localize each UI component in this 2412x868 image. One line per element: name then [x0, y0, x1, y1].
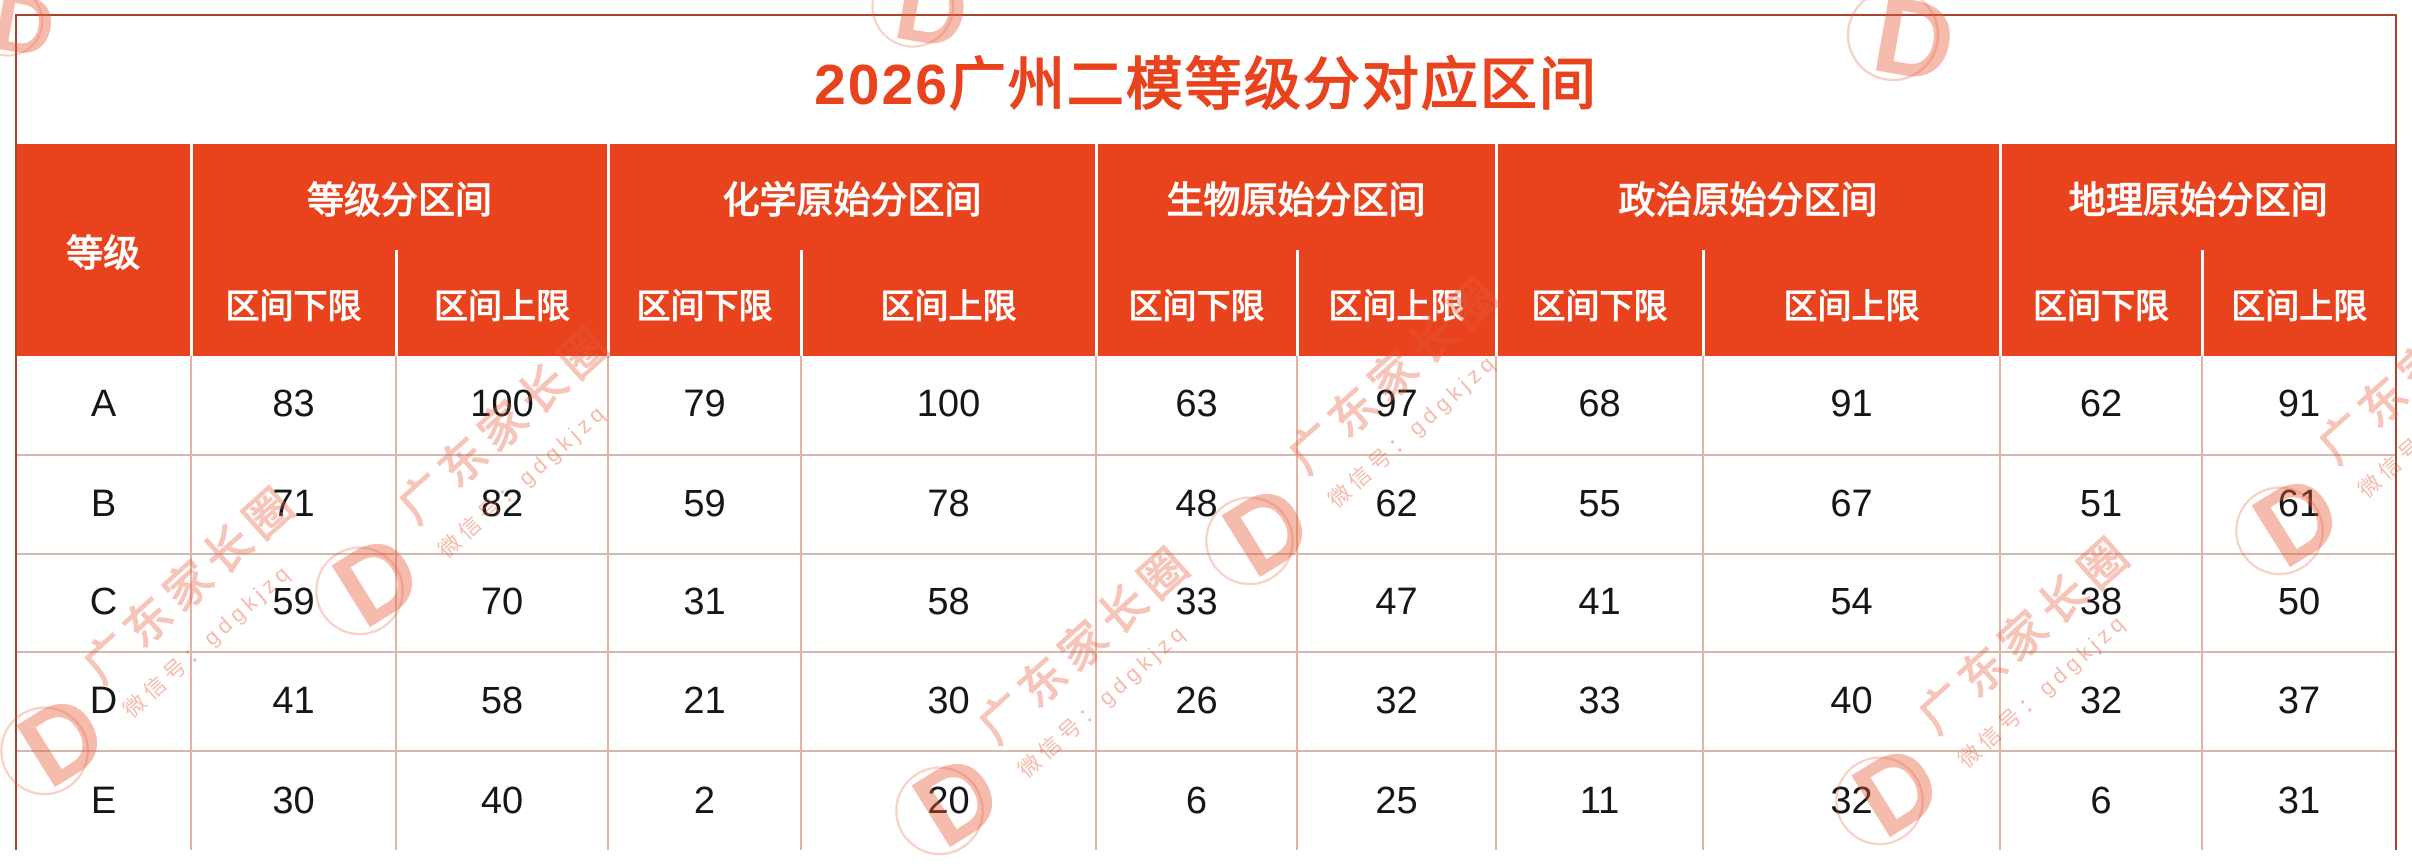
table-row-grade-b: B 71 82 59 78 48 62 55 67 51 61 [17, 453, 2395, 554]
grade-label: B [17, 453, 191, 554]
cell-value: 51 [1999, 453, 2202, 554]
cell-value: 37 [2201, 651, 2395, 752]
cell-value: 62 [1999, 356, 2202, 455]
subheader-upper: 区间上限 [799, 250, 1096, 356]
cell-value: 30 [800, 651, 1096, 752]
subheader-lower: 区间下限 [1094, 250, 1297, 356]
header-sub-row: 区间下限 区间上限 区间下限 区间上限 区间下限 区间上限 区间下限 区间上限 … [17, 250, 2395, 356]
cell-value: 67 [1702, 453, 2000, 554]
cell-value: 100 [395, 356, 608, 455]
grade-label: E [17, 750, 191, 850]
cell-value: 40 [395, 750, 608, 850]
cell-value: 62 [1296, 453, 1496, 554]
grade-label: A [17, 356, 191, 455]
cell-value: 91 [2201, 356, 2395, 455]
header-group-row: 等级 等级分区间 化学原始分区间 生物原始分区间 政治原始分区间 地理原始分区间 [17, 144, 2395, 356]
content-frame: 2026广州二模等级分对应区间 等级 等级分区间 化学原始分区间 生物原始分区间… [15, 14, 2397, 850]
cell-value: 6 [1095, 750, 1297, 850]
subheader-upper: 区间上限 [394, 250, 608, 356]
cell-value: 83 [190, 356, 396, 455]
cell-value: 6 [1999, 750, 2202, 850]
cell-value: 31 [607, 552, 801, 653]
cell-value: 2 [607, 750, 801, 850]
cell-value: 59 [607, 453, 801, 554]
cell-value: 97 [1296, 356, 1496, 455]
cell-value: 32 [1296, 651, 1496, 752]
cell-value: 41 [190, 651, 396, 752]
cell-value: 26 [1095, 651, 1297, 752]
cell-value: 70 [395, 552, 608, 653]
cell-value: 55 [1495, 453, 1703, 554]
table-row-grade-c: C 59 70 31 58 33 47 41 54 38 50 [17, 552, 2395, 653]
cell-value: 91 [1702, 356, 2000, 455]
grade-score-table: 等级 等级分区间 化学原始分区间 生物原始分区间 政治原始分区间 地理原始分区间… [17, 144, 2395, 850]
title-band: 2026广州二模等级分对应区间 [17, 16, 2395, 144]
subheader-lower: 区间下限 [606, 250, 801, 356]
header-group-biology: 生物原始分区间 [1094, 144, 1496, 250]
cell-value: 38 [1999, 552, 2202, 653]
header-group-politics: 政治原始分区间 [1494, 144, 2000, 250]
cell-value: 79 [607, 356, 801, 455]
cell-value: 32 [1999, 651, 2202, 752]
header-group-gradescore: 等级分区间 [189, 144, 608, 250]
subheader-lower: 区间下限 [189, 250, 396, 356]
cell-value: 78 [800, 453, 1096, 554]
cell-value: 41 [1495, 552, 1703, 653]
cell-value: 54 [1702, 552, 2000, 653]
table-row-grade-e: E 30 40 2 20 6 25 11 32 6 31 [17, 750, 2395, 850]
cell-value: 48 [1095, 453, 1297, 554]
cell-value: 31 [2201, 750, 2395, 850]
cell-value: 58 [395, 651, 608, 752]
cell-value: 33 [1495, 651, 1703, 752]
subheader-upper: 区间上限 [1701, 250, 2000, 356]
cell-value: 71 [190, 453, 396, 554]
cell-value: 25 [1296, 750, 1496, 850]
subheader-upper: 区间上限 [2200, 250, 2395, 356]
cell-value: 68 [1495, 356, 1703, 455]
subheader-lower: 区间下限 [1494, 250, 1703, 356]
subheader-upper: 区间上限 [1295, 250, 1496, 356]
cell-value: 100 [800, 356, 1096, 455]
cell-value: 58 [800, 552, 1096, 653]
table-row-grade-d: D 41 58 21 30 26 32 33 40 32 37 [17, 651, 2395, 752]
cell-value: 20 [800, 750, 1096, 850]
cell-value: 33 [1095, 552, 1297, 653]
table-row-grade-a: A 83 100 79 100 63 97 68 91 62 91 [17, 356, 2395, 455]
cell-value: 82 [395, 453, 608, 554]
header-grade: 等级 [17, 144, 191, 356]
grade-label: D [17, 651, 191, 752]
page-title: 2026广州二模等级分对应区间 [814, 53, 1598, 117]
cell-value: 47 [1296, 552, 1496, 653]
cell-value: 21 [607, 651, 801, 752]
cell-value: 40 [1702, 651, 2000, 752]
cell-value: 50 [2201, 552, 2395, 653]
cell-value: 63 [1095, 356, 1297, 455]
cell-value: 32 [1702, 750, 2000, 850]
cell-value: 11 [1495, 750, 1703, 850]
subheader-lower: 区间下限 [1998, 250, 2202, 356]
cell-value: 59 [190, 552, 396, 653]
header-group-geography: 地理原始分区间 [1998, 144, 2395, 250]
grade-label: C [17, 552, 191, 653]
header-group-chemistry: 化学原始分区间 [606, 144, 1096, 250]
cell-value: 61 [2201, 453, 2395, 554]
cell-value: 30 [190, 750, 396, 850]
